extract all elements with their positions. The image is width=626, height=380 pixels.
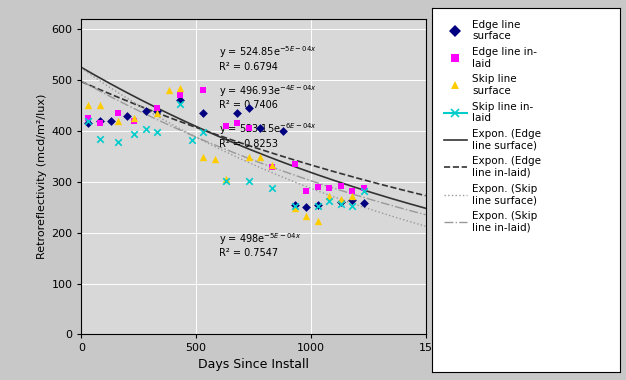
Point [141, 126, 151, 133]
Point [83, 120, 93, 126]
Point [347, 196, 357, 203]
Point [336, 196, 346, 202]
Point [106, 118, 116, 124]
Point [336, 201, 346, 207]
Text: y = 498e$^{-5E-04x}$: y = 498e$^{-5E-04x}$ [219, 231, 302, 247]
Point [152, 110, 162, 116]
Point [359, 188, 369, 194]
Point [113, 110, 123, 116]
Point [324, 198, 334, 204]
Point [359, 185, 369, 192]
Text: R² = 0.8253: R² = 0.8253 [219, 139, 278, 149]
Point [359, 200, 369, 206]
Point [313, 218, 323, 225]
Point [244, 178, 254, 184]
Point [290, 203, 300, 209]
Point [152, 105, 162, 111]
Point [313, 202, 323, 208]
Point [221, 123, 231, 129]
Point [221, 178, 231, 184]
Point [198, 87, 208, 93]
Point [95, 118, 105, 124]
Point [244, 154, 254, 160]
Point [113, 139, 123, 145]
Point [347, 188, 357, 194]
Point [244, 105, 254, 111]
Point [324, 193, 334, 199]
Point [347, 193, 357, 199]
Point [244, 125, 254, 131]
Point [221, 176, 231, 182]
Point [129, 118, 139, 124]
Point [175, 97, 185, 103]
Point [152, 108, 162, 114]
Point [313, 184, 323, 190]
Point [232, 110, 242, 116]
Point [301, 188, 311, 194]
Point [198, 110, 208, 116]
Point [95, 103, 105, 109]
Y-axis label: Retroreflectivity (mcd/m²/lux): Retroreflectivity (mcd/m²/lux) [37, 94, 47, 260]
Point [301, 213, 311, 219]
Point [187, 137, 197, 143]
Point [336, 199, 346, 205]
Point [175, 92, 185, 98]
Point [232, 120, 242, 126]
Point [83, 103, 93, 109]
Point [152, 129, 162, 135]
Point [198, 129, 208, 135]
Text: y = 524.85e$^{-5E-04x}$: y = 524.85e$^{-5E-04x}$ [219, 44, 317, 60]
Point [113, 118, 123, 124]
Point [83, 118, 93, 124]
Point [290, 205, 300, 211]
Point [83, 115, 93, 121]
Point [175, 101, 185, 107]
Text: y = 523.15e$^{-6E-04x}$: y = 523.15e$^{-6E-04x}$ [219, 122, 317, 137]
Point [336, 183, 346, 189]
Legend: Edge line
surface, Edge line in-
laid, Skip line
surface, Skip line in-
laid, Ex: Edge line surface, Edge line in- laid, S… [441, 16, 544, 236]
Text: R² = 0.7406: R² = 0.7406 [219, 100, 278, 111]
Point [290, 161, 300, 167]
Point [198, 154, 208, 160]
Point [347, 203, 357, 209]
X-axis label: Days Since Install: Days Since Install [198, 358, 309, 370]
Point [279, 128, 289, 134]
Point [122, 112, 132, 119]
Text: R² = 0.6794: R² = 0.6794 [219, 62, 278, 72]
Point [95, 136, 105, 142]
Point [267, 162, 277, 168]
Point [301, 204, 311, 210]
Point [324, 185, 334, 192]
Point [290, 202, 300, 208]
Point [175, 85, 185, 91]
Point [129, 115, 139, 121]
Point [210, 156, 220, 162]
Text: y = 496.93e$^{-4E-04x}$: y = 496.93e$^{-4E-04x}$ [219, 83, 317, 99]
Point [141, 108, 151, 114]
Point [267, 163, 277, 169]
Point [255, 125, 265, 131]
Text: R² = 0.7547: R² = 0.7547 [219, 248, 278, 258]
Point [267, 185, 277, 192]
Point [313, 203, 323, 209]
Point [95, 120, 105, 126]
Point [255, 154, 265, 160]
Point [163, 87, 173, 93]
Point [129, 131, 139, 138]
